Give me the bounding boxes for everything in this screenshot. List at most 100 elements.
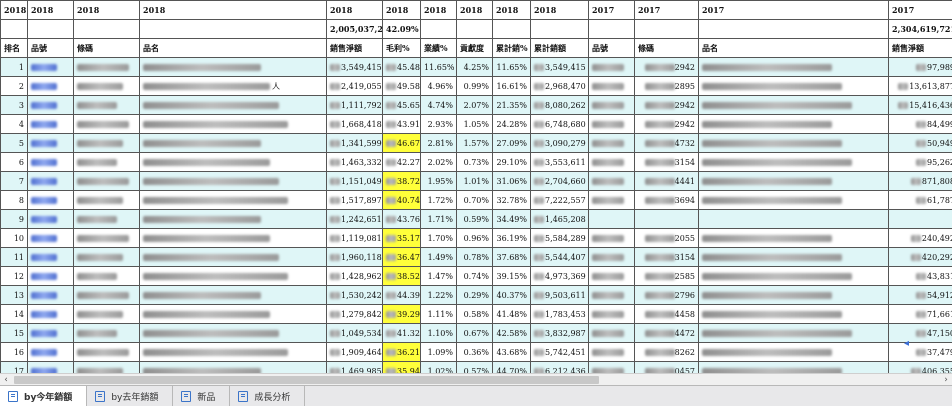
margin-cell[interactable]: 38.52% [382,266,421,286]
barcode-cell[interactable] [73,228,140,248]
barcode-cell[interactable] [73,76,140,96]
sales-2017-cell[interactable]: 871,808 [888,171,952,191]
sales-cell[interactable]: 1,151,049 [326,171,383,191]
product-name-2017-cell[interactable] [698,171,889,191]
year-cell[interactable]: 2018 [326,0,383,20]
product-code-2017-cell[interactable] [588,304,635,324]
barcode-2017-cell[interactable]: 3154 [634,247,699,267]
rank-cell[interactable]: 12 [0,266,28,286]
contribution-cell[interactable]: 0.78% [456,247,493,267]
barcode-cell[interactable] [73,95,140,115]
performance-cell[interactable]: 4.74% [420,95,457,115]
performance-cell[interactable]: 1.10% [420,323,457,343]
margin-cell[interactable]: 36.47% [382,247,421,267]
product-name-cell[interactable] [139,304,327,324]
sales-2017-cell[interactable]: 13,613,877 [888,76,952,96]
contribution-cell[interactable]: 0.70% [456,190,493,210]
product-code-cell[interactable] [27,247,74,267]
product-name-2017-cell[interactable] [698,285,889,305]
cumulative-pct-cell[interactable]: 27.09% [492,133,531,153]
barcode-2017-cell[interactable]: 2895 [634,76,699,96]
tab-new-products[interactable]: 新品 [173,386,231,406]
sales-2017-cell[interactable]: 97,989 [888,57,952,77]
product-code-2017-cell[interactable] [588,133,635,153]
empty-cell[interactable] [588,19,635,39]
product-name-cell[interactable] [139,323,327,343]
performance-cell[interactable]: 1.72% [420,190,457,210]
year-cell[interactable]: 2018 [27,0,74,20]
rank-cell[interactable]: 13 [0,285,28,305]
cumulative-pct-cell[interactable]: 40.37% [492,285,531,305]
year-cell[interactable]: 2018 [530,0,589,20]
sales-2017-cell[interactable] [888,209,952,229]
product-name-2017-cell[interactable] [698,133,889,153]
chevron-left-icon[interactable]: ‹ [4,375,8,385]
product-name-cell[interactable] [139,114,327,134]
product-name-cell[interactable] [139,95,327,115]
sales-cell[interactable]: 1,960,118 [326,247,383,267]
barcode-cell[interactable] [73,190,140,210]
contribution-cell[interactable]: 0.57% [456,361,493,373]
performance-cell[interactable]: 1.22% [420,285,457,305]
margin-cell[interactable]: 36.21% [382,342,421,362]
empty-cell[interactable] [634,19,699,39]
barcode-2017-cell[interactable]: 2942 [634,95,699,115]
sales-cell[interactable]: 1,428,962 [326,266,383,286]
product-name-2017-cell[interactable] [698,57,889,77]
performance-cell[interactable]: 1.95% [420,171,457,191]
cumulative-sales-cell[interactable]: 3,549,415 [530,57,589,77]
product-code-cell[interactable] [27,266,74,286]
product-code-cell[interactable] [27,152,74,172]
barcode-2017-cell[interactable]: 0457 [634,361,699,373]
product-name-cell[interactable] [139,171,327,191]
empty-cell[interactable] [0,19,28,39]
sales-cell[interactable]: 3,549,415 [326,57,383,77]
sales-cell[interactable]: 1,341,599 [326,133,383,153]
product-code-2017-cell[interactable] [588,342,635,362]
barcode-cell[interactable] [73,342,140,362]
cumulative-sales-cell[interactable]: 6,212,436 [530,361,589,373]
cumulative-pct-cell[interactable]: 42.58% [492,323,531,343]
cumulative-pct-cell[interactable]: 32.78% [492,190,531,210]
product-code-2017-cell[interactable] [588,209,635,229]
margin-cell[interactable]: 43.91% [382,114,421,134]
barcode-2017-cell[interactable]: 4472 [634,323,699,343]
rank-cell[interactable]: 10 [0,228,28,248]
product-name-cell[interactable] [139,152,327,172]
sales-cell[interactable]: 1,517,897 [326,190,383,210]
year-cell[interactable]: 2017 [888,0,952,20]
cumulative-pct-cell[interactable]: 34.49% [492,209,531,229]
product-code-2017-cell[interactable] [588,95,635,115]
sales-cell[interactable]: 1,668,418 [326,114,383,134]
barcode-2017-cell[interactable]: 3694 [634,190,699,210]
margin-cell[interactable]: 44.39% [382,285,421,305]
cumulative-pct-cell[interactable]: 29.10% [492,152,531,172]
cumulative-sales-cell[interactable]: 5,584,289 [530,228,589,248]
product-name-2017-cell[interactable] [698,228,889,248]
margin-cell[interactable]: 35.17% [382,228,421,248]
performance-cell[interactable]: 2.93% [420,114,457,134]
performance-cell[interactable]: 1.02% [420,361,457,373]
sales-2017-cell[interactable]: 43,831 [888,266,952,286]
margin-cell[interactable]: 45.48% [382,57,421,77]
performance-cell[interactable]: 11.65% [420,57,457,77]
sales-cell[interactable]: 1,279,842 [326,304,383,324]
column-header[interactable]: 累計銷額 [530,38,589,58]
contribution-cell[interactable]: 0.99% [456,76,493,96]
rank-cell[interactable]: 16 [0,342,28,362]
empty-cell[interactable] [492,19,531,39]
product-code-cell[interactable] [27,323,74,343]
contribution-cell[interactable]: 0.73% [456,152,493,172]
product-code-2017-cell[interactable] [588,228,635,248]
year-cell[interactable]: 2017 [588,0,635,20]
barcode-2017-cell[interactable] [634,209,699,229]
performance-cell[interactable]: 1.71% [420,209,457,229]
product-name-2017-cell[interactable] [698,323,889,343]
product-code-cell[interactable] [27,342,74,362]
column-header[interactable]: 條碼 [73,38,140,58]
product-code-2017-cell[interactable] [588,247,635,267]
margin-cell[interactable]: 45.65% [382,95,421,115]
sales-2017-cell[interactable]: 71,661 [888,304,952,324]
empty-cell[interactable] [530,19,589,39]
margin-cell[interactable]: 41.32% [382,323,421,343]
